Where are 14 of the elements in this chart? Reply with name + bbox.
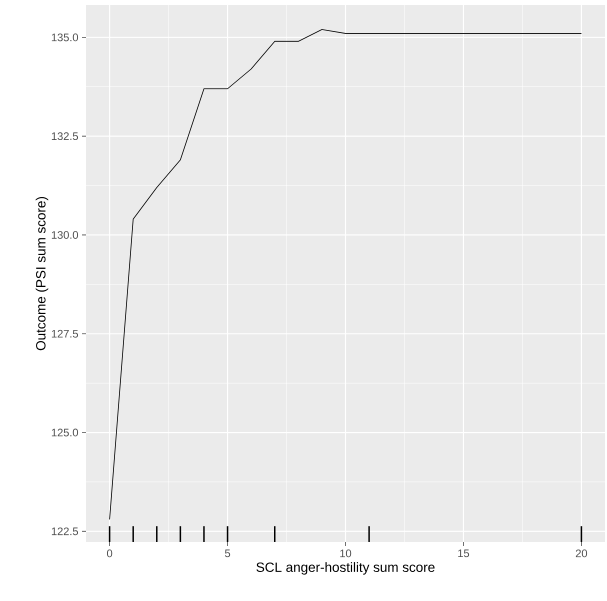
x-tick-label: 15 [458,550,470,558]
y-axis-title: Outcome (PSI sum score) [36,196,48,350]
x-tick-label: 20 [576,550,588,558]
line-series [109,29,582,520]
y-tick-label: 130.0 [52,231,78,239]
y-tick-label: 132.5 [52,132,78,140]
y-tick-label: 135.0 [52,34,78,42]
x-tick-label: 10 [340,550,352,558]
y-tick-label: 125.0 [52,428,78,436]
x-axis-title: SCL anger-hostility sum score [256,562,435,575]
y-tick-label: 127.5 [52,330,78,338]
y-tick-label: 122.5 [52,527,78,536]
x-tick-label: 0 [106,550,112,558]
x-tick-label: 5 [224,550,230,558]
